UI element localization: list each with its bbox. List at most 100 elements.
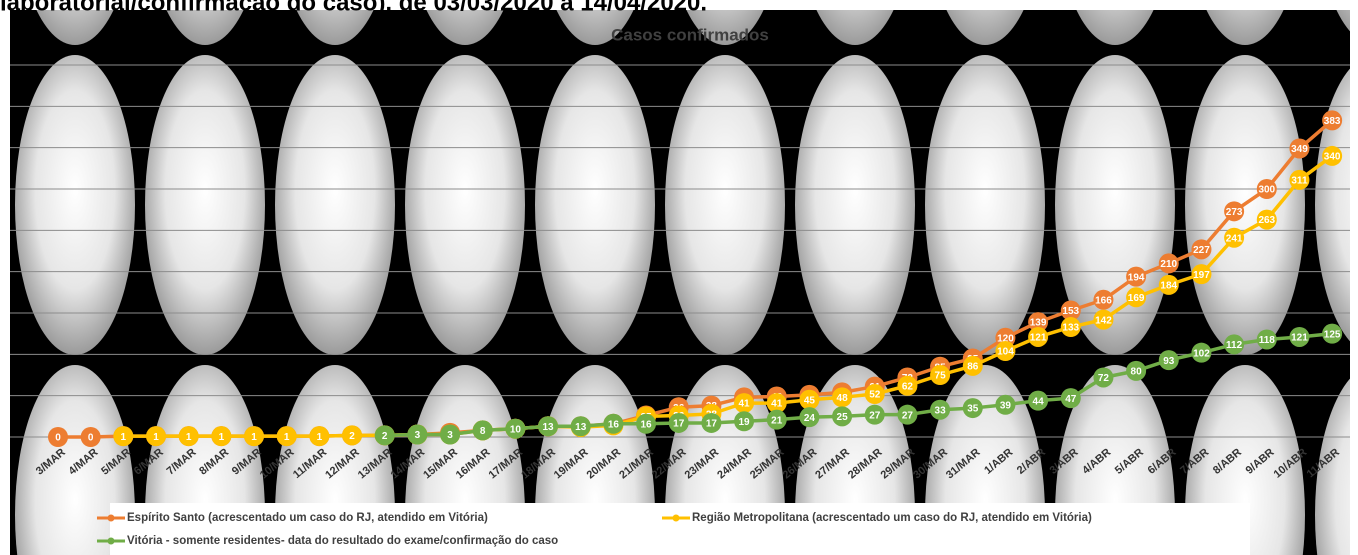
data-point bbox=[244, 426, 265, 447]
data-point bbox=[1256, 209, 1277, 230]
data-label: 241 bbox=[1226, 233, 1243, 244]
data-point bbox=[603, 413, 624, 434]
data-label: 39 bbox=[1000, 400, 1012, 411]
data-point bbox=[1060, 300, 1081, 321]
data-label: 47 bbox=[1065, 394, 1077, 405]
data-label: 24 bbox=[804, 413, 816, 424]
data-point bbox=[1289, 326, 1310, 347]
data-label: 17 bbox=[706, 419, 718, 430]
data-point bbox=[178, 426, 199, 447]
data-label: 133 bbox=[1062, 323, 1079, 334]
data-point bbox=[799, 407, 820, 428]
data-label: 33 bbox=[935, 405, 947, 416]
data-point bbox=[1256, 179, 1277, 199]
data-point bbox=[766, 409, 787, 430]
plot-background bbox=[10, 10, 1350, 555]
data-point bbox=[1093, 289, 1114, 310]
data-label: 41 bbox=[739, 399, 751, 410]
data-label: 153 bbox=[1062, 306, 1079, 317]
data-label: 349 bbox=[1291, 144, 1308, 155]
data-point bbox=[1158, 350, 1179, 371]
data-label: 1 bbox=[284, 432, 290, 443]
data-point bbox=[766, 393, 787, 414]
data-label: 72 bbox=[1098, 373, 1110, 384]
data-point bbox=[211, 426, 232, 447]
data-point bbox=[1191, 239, 1212, 260]
data-label: 2 bbox=[349, 431, 355, 442]
data-label: 210 bbox=[1160, 259, 1177, 270]
chart-title: Casos confirmados bbox=[611, 25, 769, 44]
data-label: 48 bbox=[837, 393, 849, 404]
data-point bbox=[1028, 326, 1049, 347]
data-point bbox=[407, 424, 428, 445]
data-point bbox=[1322, 145, 1343, 166]
data-point bbox=[930, 365, 951, 385]
data-label: 1 bbox=[121, 432, 127, 443]
data-label: 197 bbox=[1193, 270, 1210, 281]
data-point bbox=[864, 404, 885, 425]
data-label: 104 bbox=[997, 347, 1014, 358]
page-title: laboratorial/confirmação do caso), de 03… bbox=[0, 0, 707, 16]
data-point bbox=[995, 341, 1016, 362]
legend-marker bbox=[107, 514, 115, 522]
data-label: 139 bbox=[1030, 318, 1047, 329]
data-label: 10 bbox=[510, 424, 522, 435]
data-point bbox=[1158, 253, 1179, 274]
data-point bbox=[276, 426, 297, 447]
data-point bbox=[80, 427, 101, 447]
legend bbox=[110, 503, 1250, 555]
data-label: 118 bbox=[1259, 335, 1276, 346]
data-label: 93 bbox=[1163, 356, 1175, 367]
data-point bbox=[1224, 201, 1245, 222]
data-point bbox=[538, 416, 559, 437]
data-point bbox=[799, 389, 820, 410]
data-point bbox=[701, 412, 722, 433]
data-label: 19 bbox=[739, 417, 751, 428]
data-point bbox=[1191, 264, 1212, 285]
data-point bbox=[1224, 334, 1245, 355]
data-label: 2 bbox=[382, 431, 388, 442]
data-point bbox=[1224, 227, 1245, 248]
data-point bbox=[374, 425, 395, 446]
data-label: 1 bbox=[219, 432, 225, 443]
data-point bbox=[1126, 360, 1147, 381]
data-label: 300 bbox=[1258, 185, 1275, 196]
data-label: 227 bbox=[1193, 245, 1210, 256]
data-point bbox=[897, 375, 918, 396]
data-label: 0 bbox=[88, 433, 94, 444]
data-label: 62 bbox=[902, 381, 914, 392]
data-point bbox=[1191, 342, 1212, 363]
data-label: 121 bbox=[1291, 333, 1308, 344]
data-label: 27 bbox=[869, 410, 881, 421]
data-label: 3 bbox=[415, 430, 421, 441]
data-label: 17 bbox=[673, 419, 685, 430]
data-point bbox=[930, 399, 951, 420]
data-label: 44 bbox=[1033, 396, 1045, 407]
data-label: 75 bbox=[935, 371, 947, 382]
data-label: 0 bbox=[55, 433, 61, 444]
data-point bbox=[570, 416, 591, 437]
data-point bbox=[1322, 323, 1343, 344]
data-point bbox=[832, 387, 853, 408]
data-point bbox=[309, 426, 330, 447]
data-point bbox=[962, 355, 983, 376]
data-point bbox=[962, 398, 983, 419]
data-label: 194 bbox=[1128, 272, 1145, 283]
data-label: 13 bbox=[575, 422, 587, 433]
data-point bbox=[1289, 138, 1310, 159]
data-label: 8 bbox=[480, 426, 486, 437]
legend-marker bbox=[107, 537, 115, 545]
data-label: 112 bbox=[1226, 340, 1243, 351]
data-label: 35 bbox=[967, 404, 979, 415]
legend-label: Espírito Santo (acrescentado um caso do … bbox=[127, 512, 488, 524]
data-label: 21 bbox=[771, 415, 783, 426]
data-point bbox=[734, 411, 755, 432]
data-point bbox=[146, 426, 167, 447]
data-point bbox=[1158, 274, 1179, 295]
legend-marker bbox=[672, 514, 680, 522]
data-point bbox=[897, 404, 918, 425]
data-point bbox=[472, 420, 493, 441]
data-point bbox=[1060, 317, 1081, 338]
data-label: 169 bbox=[1128, 293, 1145, 304]
